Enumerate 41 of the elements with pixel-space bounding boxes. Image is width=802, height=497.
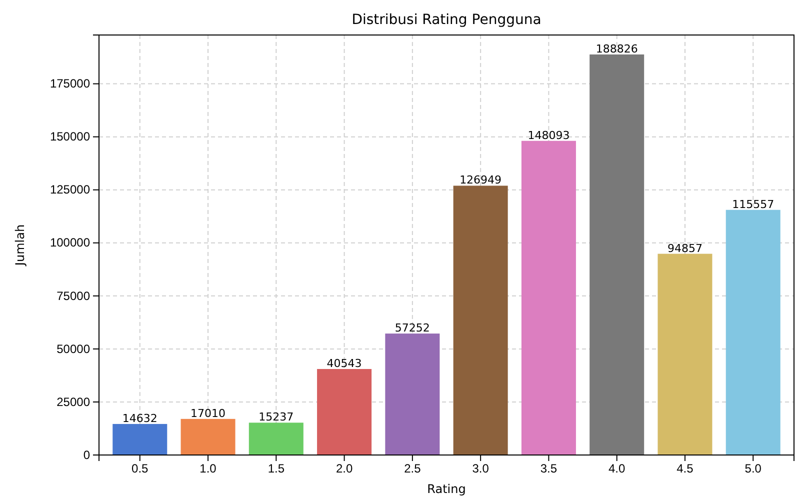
y-axis-title: Jumlah (13, 224, 27, 267)
x-tick-label: 4.0 (608, 462, 626, 476)
bar (521, 140, 576, 455)
data-label: 17010 (190, 406, 226, 420)
x-tick-label: 1.0 (200, 462, 217, 476)
data-label: 57252 (394, 322, 430, 335)
x-tick-label: 0.5 (132, 462, 149, 476)
data-label: 188826 (596, 42, 638, 56)
x-tick-label: 4.5 (676, 462, 694, 476)
bar (590, 54, 644, 455)
x-tick-label: 3.0 (472, 462, 490, 476)
y-tick-label: 0 (83, 448, 90, 462)
bar (317, 369, 372, 455)
data-label: 94857 (667, 242, 702, 255)
data-label: 115557 (732, 198, 774, 211)
data-label: 148093 (528, 128, 570, 142)
bar (180, 418, 236, 455)
bar (248, 422, 304, 455)
x-tick-label: 1.5 (268, 462, 285, 476)
data-label: 126949 (460, 174, 502, 187)
bar (385, 334, 440, 455)
y-tick-label: 75000 (56, 288, 90, 303)
y-tick-label: 100000 (50, 236, 90, 250)
x-axis-title: Rating (427, 482, 466, 496)
chart-title: Distribusi Rating Pengguna (352, 12, 542, 28)
x-tick-label: 5.0 (744, 462, 762, 476)
bar (453, 186, 508, 455)
y-tick-label: 175000 (50, 76, 90, 91)
bar (726, 210, 780, 455)
x-tick-label: 2.5 (404, 462, 422, 476)
bar (112, 424, 168, 455)
x-tick-label: 3.5 (540, 462, 558, 476)
x-tick-label: 2.0 (336, 462, 353, 476)
y-tick-label: 25000 (56, 394, 90, 409)
data-label: 40543 (326, 357, 362, 370)
y-tick-label: 125000 (50, 182, 90, 197)
y-tick-label: 50000 (56, 342, 90, 356)
data-label: 15237 (258, 410, 294, 424)
y-tick-label: 150000 (50, 130, 90, 144)
bar (658, 254, 712, 455)
data-label: 14632 (122, 412, 158, 425)
